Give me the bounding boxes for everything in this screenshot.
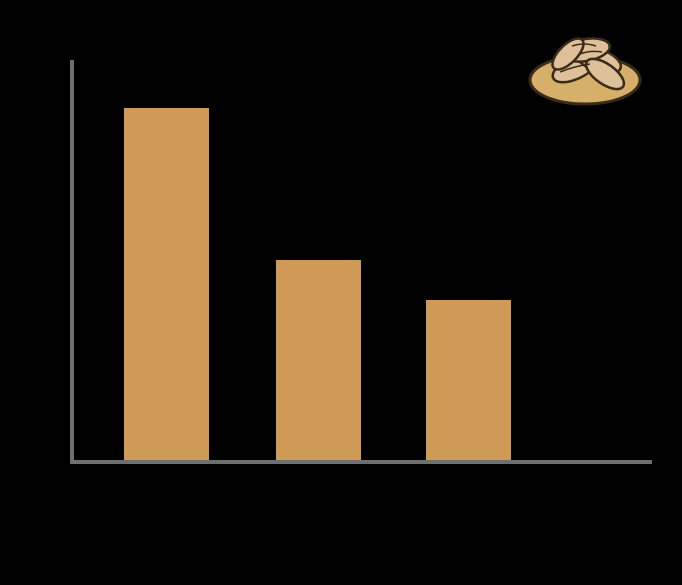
bar: [426, 300, 511, 460]
x-axis: [70, 460, 652, 464]
bar: [276, 260, 361, 460]
x-tick-label: 2019: [276, 472, 361, 488]
y-tick-label: 0%: [20, 452, 60, 468]
y-tick-label: 5%: [20, 252, 60, 268]
millet-plate-icon: [520, 20, 650, 110]
bar: [124, 108, 209, 460]
bar-chart: Millet Consumption 0% 5% 10% 2018 2019 2…: [0, 0, 682, 585]
x-tick-label: 2018: [124, 472, 209, 488]
x-tick-label: 2020: [426, 472, 511, 488]
chart-title: Millet Consumption: [70, 56, 206, 74]
y-axis: [70, 60, 74, 464]
y-tick-label: 10%: [20, 52, 60, 68]
